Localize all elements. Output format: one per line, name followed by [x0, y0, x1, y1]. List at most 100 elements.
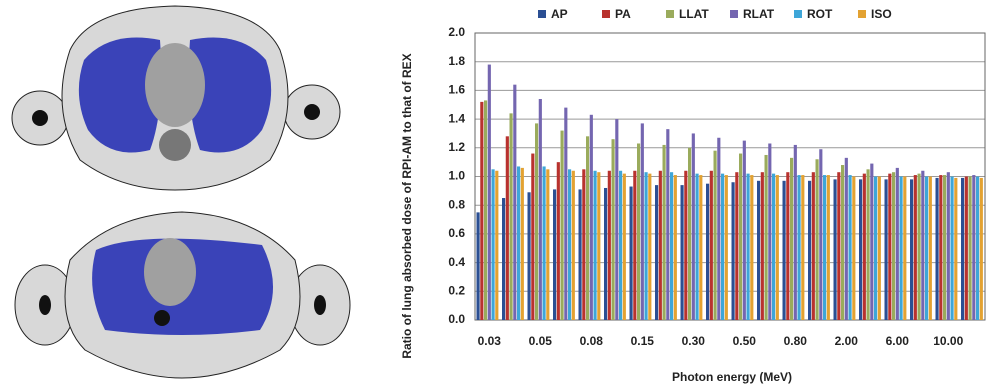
bar: [841, 165, 845, 320]
bar: [797, 175, 801, 320]
y-tick-label: 1.4: [448, 111, 465, 125]
bar: [976, 176, 980, 320]
y-tick-label: 1.0: [448, 169, 465, 183]
bar: [910, 179, 914, 320]
bar: [644, 172, 648, 320]
bar: [619, 170, 623, 320]
bar: [848, 175, 852, 320]
legend-swatch: [538, 10, 546, 18]
bar: [964, 176, 968, 320]
x-tick-label: 0.15: [631, 334, 655, 348]
bar: [538, 99, 542, 320]
bar: [527, 192, 531, 320]
bar: [954, 177, 958, 320]
bar: [972, 175, 976, 320]
bar: [823, 175, 827, 320]
bar: [833, 179, 837, 320]
bar: [520, 167, 524, 320]
bar: [680, 185, 684, 320]
bar: [790, 157, 794, 320]
x-tick-label: 0.03: [478, 334, 502, 348]
bar: [531, 153, 535, 320]
x-tick-label: 0.80: [784, 334, 808, 348]
bar: [874, 176, 878, 320]
bar: [615, 119, 619, 320]
bar: [979, 177, 983, 320]
bar: [611, 139, 615, 320]
bar: [717, 137, 721, 320]
y-tick-label: 1.6: [448, 83, 465, 97]
bar: [480, 101, 484, 320]
bar: [607, 170, 611, 320]
legend-swatch: [666, 10, 674, 18]
legend-label: RLAT: [743, 7, 775, 21]
y-tick-label: 0.6: [448, 226, 465, 240]
bar: [695, 173, 699, 320]
bar: [604, 187, 608, 320]
bar: [735, 172, 739, 320]
bar: [859, 179, 863, 320]
bar: [815, 159, 819, 320]
bar: [502, 198, 506, 320]
y-tick-label: 1.2: [448, 140, 465, 154]
bar: [699, 175, 703, 320]
bar: [560, 130, 564, 320]
bone: [304, 104, 320, 120]
y-tick-label: 0.8: [448, 197, 465, 211]
bar: [917, 173, 921, 320]
bar: [775, 175, 779, 320]
bar: [928, 176, 932, 320]
bar: [640, 123, 644, 320]
bar: [546, 169, 550, 320]
y-tick-label: 0.2: [448, 283, 465, 297]
legend-label: ISO: [871, 7, 892, 21]
bar: [684, 170, 688, 320]
bar: [505, 136, 509, 320]
y-axis-title: Ratio of lung absorbed dose of RPI-AM to…: [400, 53, 414, 358]
bar: [852, 176, 856, 320]
bar: [895, 167, 899, 320]
bar: [556, 162, 560, 320]
y-tick-label: 1.8: [448, 54, 465, 68]
bar: [709, 170, 713, 320]
bar: [724, 175, 728, 320]
bar: [764, 154, 768, 320]
bar: [578, 189, 582, 320]
chart: Photon energy (MeV) Ratio of lung absorb…: [400, 7, 986, 384]
bar: [484, 100, 488, 320]
bar: [731, 182, 735, 320]
bar: [877, 176, 881, 320]
bar: [739, 153, 743, 320]
y-tick-label: 0.4: [448, 255, 465, 269]
bar: [746, 173, 750, 320]
bar: [564, 107, 568, 321]
spine: [159, 129, 191, 161]
bar: [888, 173, 892, 320]
bar: [961, 177, 965, 320]
bar: [760, 172, 764, 320]
bar: [662, 144, 666, 320]
x-tick-label: 0.08: [580, 334, 604, 348]
bar: [706, 183, 710, 320]
bar: [793, 144, 797, 320]
bar: [688, 147, 692, 320]
bar: [819, 149, 823, 320]
bar: [673, 175, 677, 320]
bar: [568, 169, 572, 320]
bar: [476, 212, 480, 320]
legend-swatch: [730, 10, 738, 18]
bar: [589, 114, 593, 320]
bar: [742, 140, 746, 320]
bar: [637, 143, 641, 320]
bar: [553, 189, 557, 320]
bar: [866, 169, 870, 320]
bar: [721, 173, 725, 320]
legend-label: AP: [551, 7, 568, 21]
bar: [899, 176, 903, 320]
heart: [144, 238, 196, 306]
lung: [188, 37, 272, 153]
bar: [491, 169, 495, 320]
bone: [314, 295, 326, 315]
